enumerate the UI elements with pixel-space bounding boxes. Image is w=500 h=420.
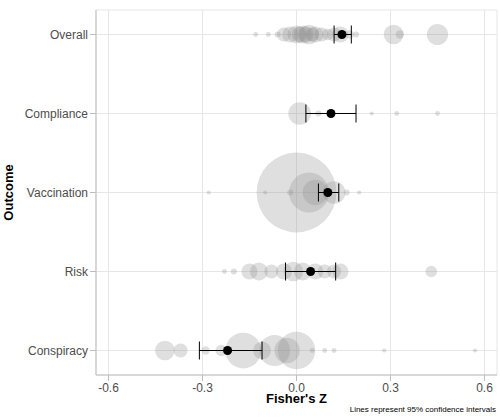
- svg-text:Compliance: Compliance: [25, 107, 89, 121]
- svg-text:Outcome: Outcome: [8, 164, 16, 220]
- svg-text:Fisher's Z: Fisher's Z: [266, 391, 327, 406]
- svg-text:-0.3: -0.3: [192, 381, 213, 395]
- svg-text:Risk: Risk: [65, 265, 89, 279]
- svg-text:-0.6: -0.6: [98, 381, 119, 395]
- svg-text:0.6: 0.6: [476, 381, 492, 395]
- html-text:Lines represent 95% confidence: Lines represent 95% confidence intervals: [349, 405, 496, 414]
- svg-text:Vaccination: Vaccination: [27, 186, 88, 200]
- svg-text:Conspiracy: Conspiracy: [28, 344, 88, 358]
- svg-text:0.0: 0.0: [288, 380, 305, 395]
- svg-text:Overall: Overall: [50, 28, 88, 42]
- svg-text:0.3: 0.3: [382, 381, 399, 395]
